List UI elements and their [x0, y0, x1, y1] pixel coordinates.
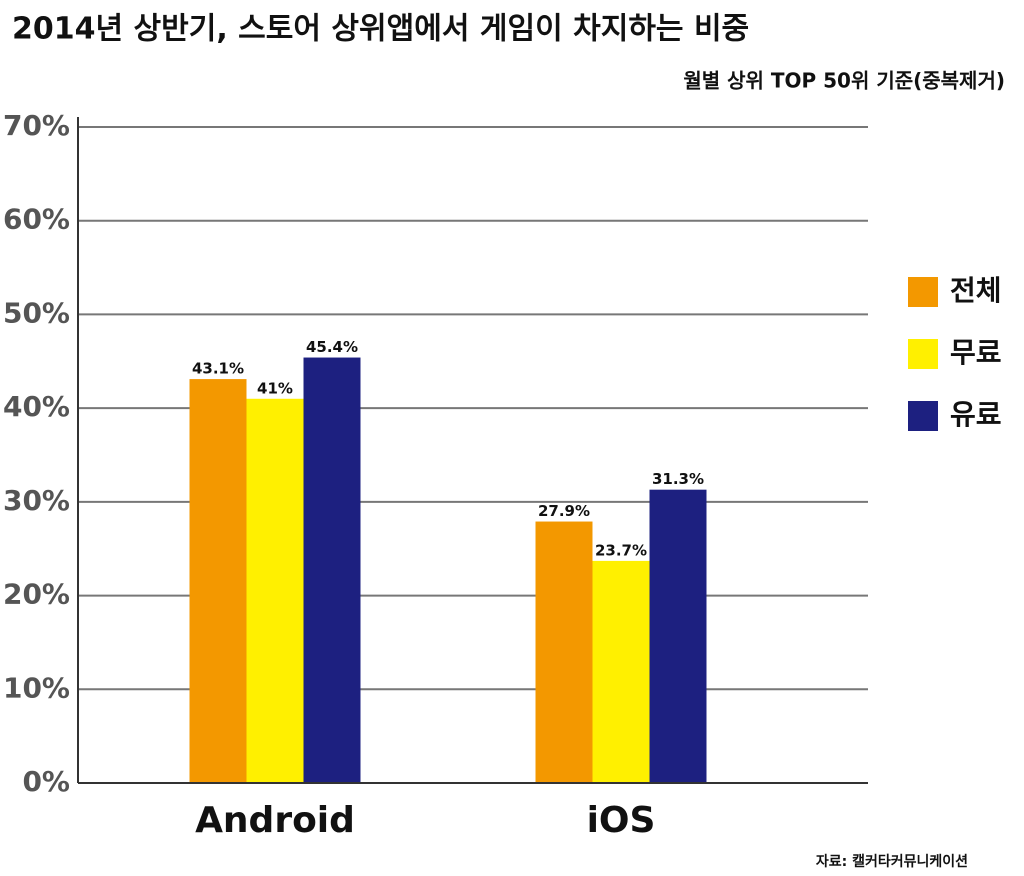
y-tick-label: 40%: [3, 390, 70, 423]
x-tick-label: iOS: [587, 800, 656, 841]
bar: [303, 357, 361, 783]
legend-label: 유료: [950, 398, 1002, 431]
y-tick-label: 0%: [22, 765, 70, 798]
legend-swatch: [908, 401, 938, 431]
bar: [649, 489, 707, 783]
chart-subtitle: 월별 상위 TOP 50위 기준(중복제거): [683, 69, 1005, 93]
legend-label: 무료: [950, 336, 1002, 369]
bar: [535, 521, 593, 783]
y-tick-label: 70%: [3, 109, 70, 142]
value-label: 27.9%: [538, 502, 590, 520]
y-tick-label: 60%: [3, 203, 70, 236]
value-label: 31.3%: [652, 470, 704, 488]
value-label: 23.7%: [595, 541, 647, 559]
x-tick-label: Android: [195, 800, 355, 841]
legend-swatch: [908, 277, 938, 307]
value-label: 45.4%: [306, 338, 358, 356]
bar: [246, 398, 304, 783]
value-label: 41%: [257, 379, 293, 397]
legend-swatch: [908, 339, 938, 369]
value-label: 43.1%: [192, 360, 244, 378]
legend-label: 전체: [950, 274, 1002, 307]
y-tick-label: 20%: [3, 578, 70, 611]
bar: [189, 379, 247, 783]
y-tick-label: 30%: [3, 484, 70, 517]
chart-title: 2014년 상반기, 스토어 상위앱에서 게임이 차지하는 비중: [12, 12, 749, 47]
y-tick-label: 50%: [3, 296, 70, 329]
y-tick-label: 10%: [3, 671, 70, 704]
source: 자료: 캘커타커뮤니케이션: [816, 853, 968, 870]
bar: [592, 560, 650, 783]
